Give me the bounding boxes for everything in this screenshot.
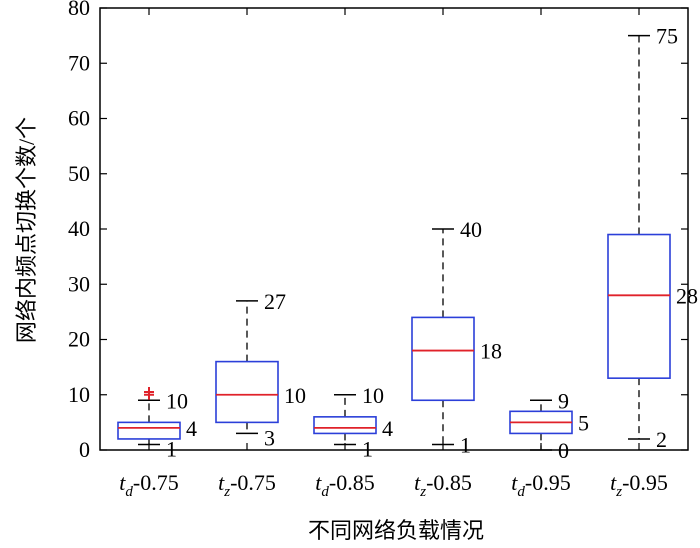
- x-tick-label: tz-0.95: [610, 470, 668, 500]
- iqr-box: [215, 360, 279, 424]
- y-tick-label: 20: [68, 327, 90, 352]
- low-value-label: 1: [362, 436, 373, 461]
- y-tick-label: 60: [68, 106, 90, 131]
- box-4: [411, 228, 475, 446]
- x-tick-label: tz-0.85: [414, 470, 472, 500]
- y-tick-label: 30: [68, 271, 90, 296]
- iqr-box: [607, 233, 671, 379]
- x-tick-label: td-0.85: [315, 470, 374, 500]
- high-value-label: 75: [656, 24, 678, 49]
- high-value-label: 10: [166, 388, 188, 413]
- iqr-box: [411, 316, 475, 402]
- y-tick-label: 10: [68, 382, 90, 407]
- high-value-label: 27: [264, 289, 286, 314]
- box-series: [117, 34, 671, 451]
- box-5: [509, 399, 573, 451]
- high-value-label: 40: [460, 217, 482, 242]
- y-tick-label: 40: [68, 216, 90, 241]
- y-tick-label: 0: [79, 437, 90, 462]
- median-value-label: 18: [480, 339, 502, 364]
- high-value-label: 9: [558, 388, 569, 413]
- box-6: [607, 34, 671, 440]
- low-value-label: 3: [264, 425, 275, 450]
- median-value-label: 10: [284, 383, 306, 408]
- low-value-label: 1: [460, 432, 471, 457]
- high-value-label: 10: [362, 383, 384, 408]
- median-value-label: 5: [578, 410, 589, 435]
- y-tick-label: 70: [68, 50, 90, 75]
- y-axis-title: 网络内频点切换个数/个: [14, 117, 39, 343]
- x-axis-title: 不同网络负载情况: [308, 518, 484, 543]
- low-value-label: 0: [558, 438, 569, 463]
- median-value-label: 28: [676, 283, 698, 308]
- median-value-label: 4: [186, 416, 197, 441]
- box-1: [117, 386, 181, 446]
- x-tick-label: td-0.95: [511, 470, 570, 500]
- y-tick-label: 50: [68, 161, 90, 186]
- x-tick-label: tz-0.75: [218, 470, 276, 500]
- box-3: [313, 394, 377, 446]
- x-tick-label: td-0.75: [119, 470, 178, 500]
- y-tick-label: 80: [68, 0, 90, 20]
- low-value-label: 2: [656, 427, 667, 452]
- box-2: [215, 300, 279, 435]
- iqr-box: [313, 416, 377, 435]
- median-value-label: 4: [382, 416, 393, 441]
- iqr-box: [117, 421, 181, 440]
- plot-frame: [99, 7, 689, 451]
- low-value-label: 1: [166, 436, 177, 461]
